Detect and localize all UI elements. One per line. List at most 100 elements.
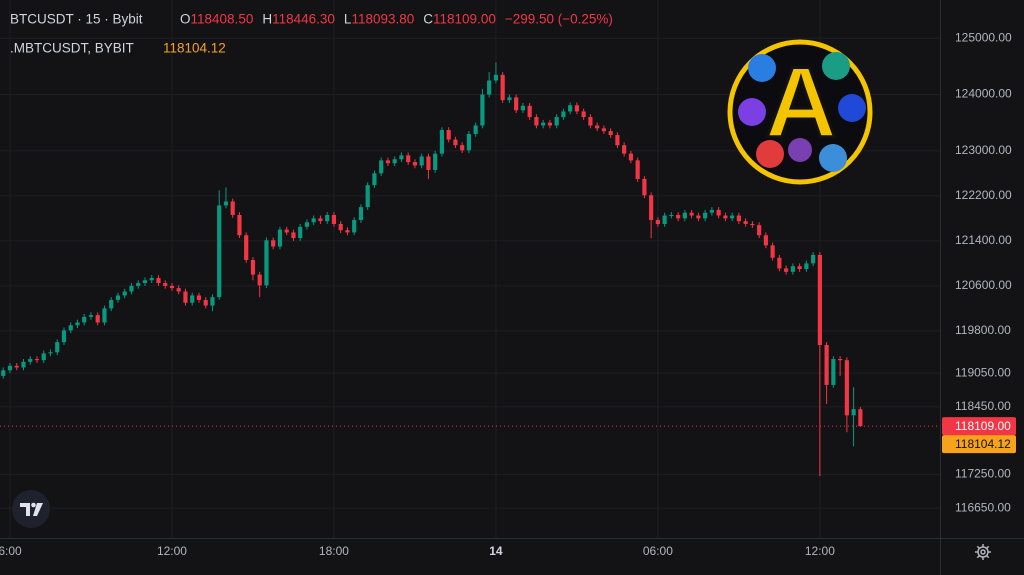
candle-body [574,105,579,112]
ohlc-legend: O 118408.50 H 118446.30 L 118093.80 C 118109.00… [180,12,613,27]
candle-body [298,226,303,239]
candle-body [338,223,343,231]
candle-body [21,361,26,368]
y-tick-label: 120600.00 [955,278,1012,292]
candles [1,62,863,477]
candle-body [325,214,330,222]
candle-body [68,325,73,331]
candle-body [88,315,94,317]
candle-body [770,245,775,258]
candle-body [237,214,242,236]
candle-body [736,215,741,222]
candle-body [291,232,296,239]
candle-body [757,225,762,236]
candle-body [331,214,337,224]
candle-body [196,295,202,300]
candle-body [500,74,505,101]
candle-body [649,195,654,221]
candle-body [790,266,795,272]
symbol: BTCUSDT · 15 · Bybit [10,12,143,27]
candle-body [858,409,863,427]
candle-body [169,285,175,289]
y-tick-label: 119800.00 [955,323,1011,337]
candle-body [277,229,283,247]
candle-body [487,80,492,95]
candle-body [352,220,357,233]
candle-body [136,283,141,286]
indicator-value: 118104.12 [163,41,226,56]
candle-body [595,125,600,129]
candle-body [466,133,472,151]
y-tick-label: 121400.00 [955,233,1012,247]
candle-body [588,117,593,126]
candle-body [82,316,87,323]
candle-body [102,308,107,323]
candle-body [507,97,512,101]
candle-body [48,352,53,354]
tv-badge[interactable] [12,490,50,528]
ohlc-label: L [344,12,352,27]
candle-body [358,207,364,221]
candle-body [554,117,559,126]
mark-price-label: 118104.12 [955,437,1011,451]
x-tick-label: 6:00 [0,544,22,558]
y-tick-label: 116650.00 [955,500,1011,514]
y-tick-label: 119050.00 [955,365,1011,379]
candle-body [244,235,249,260]
candle-body [284,229,289,233]
candle-body [743,221,748,224]
last-price-tag [942,417,1016,436]
candle-body [730,215,735,219]
x-tick-label: 06:00 [643,544,673,558]
candle-body [426,156,431,170]
candle-body [14,365,19,368]
candle-body [615,135,620,146]
candle-body [676,214,681,219]
ohlc-value: 118446.30 [272,12,335,27]
y-tick-label: 117250.00 [955,467,1011,481]
ohlc-label: H [262,12,272,27]
candle-body [7,365,13,371]
settings-button[interactable] [975,544,991,560]
candle-body [547,122,553,126]
candle-body [61,330,67,343]
candle-body [473,125,478,134]
candle-body [122,291,127,296]
candle-body [304,222,310,227]
candle-body [271,240,276,247]
candle-body [703,212,708,219]
candle-body [824,344,829,385]
candle-body [777,257,782,269]
candle-body [433,153,438,170]
candle-body [385,160,391,164]
candle-body [669,214,674,216]
ohlc-label: C [423,12,433,27]
candle-body [203,299,208,306]
candle-body [1,370,6,376]
candle-body [716,209,721,216]
candle-body [682,212,687,219]
candle-body [453,139,458,146]
ohlc-value: 118093.80 [351,12,414,27]
candle-body [230,201,235,215]
candle-body [156,278,161,284]
last-price-label: 118109.00 [955,419,1011,433]
candle-body [365,185,370,208]
candle-body [345,230,350,233]
x-tick-label: 18:00 [319,544,349,558]
candle-body [838,359,843,361]
candle-body [75,322,80,326]
candle-body [115,295,121,300]
candle-body [750,223,755,226]
candle-body [55,342,60,353]
candle-body [183,291,188,303]
candle-body [142,280,148,284]
candle-body [149,278,154,281]
mark-price-tag [942,435,1016,454]
candle-body [628,153,633,161]
candle-body [318,218,323,222]
candle-body [480,94,485,126]
candle-body [446,129,451,140]
